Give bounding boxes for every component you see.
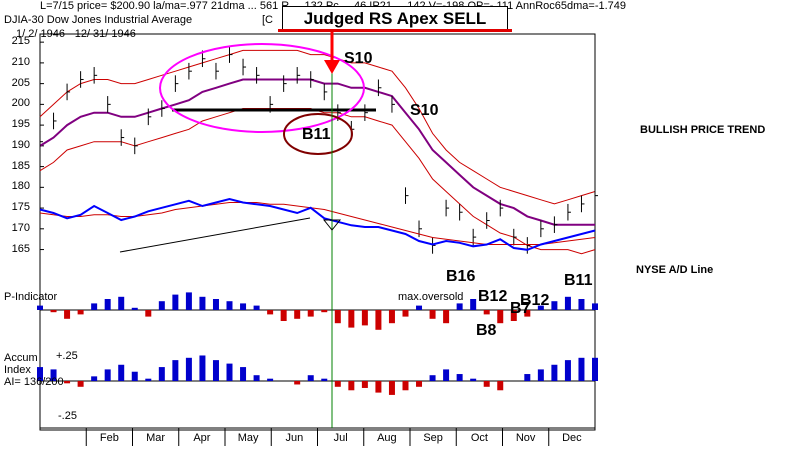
y-tick-label: 185	[11, 159, 30, 172]
accum-top-label: +.25	[56, 350, 78, 362]
b11-ellipse	[283, 113, 353, 155]
month-label: Jun	[285, 432, 304, 444]
month-label: Mar	[146, 432, 166, 444]
signal-b16: B16	[446, 268, 476, 285]
y-tick-label: 180	[11, 180, 30, 193]
p-indicator-label: P-Indicator	[4, 291, 58, 303]
max-oversold-label: max.oversold	[398, 291, 464, 303]
signal-b11-second: B11	[564, 272, 593, 289]
callout-box: Judged RS Apex SELL	[282, 6, 508, 32]
month-label: Dec	[562, 432, 582, 444]
signal-b8: B8	[476, 322, 497, 339]
header-line2: DJIA-30 Dow Jones Industrial Average	[4, 14, 193, 26]
signal-s10-second: S10	[410, 102, 439, 119]
y-tick-label: 200	[11, 97, 30, 110]
accum-bottom-label: -.25	[58, 410, 77, 422]
nyse-ad-label: NYSE A/D Line	[636, 264, 714, 276]
month-label: May	[237, 432, 259, 444]
y-tick-label: 195	[11, 118, 30, 131]
apex-ellipse	[159, 43, 365, 133]
y-tick-label: 170	[11, 221, 30, 234]
accum-label-2: Index	[4, 364, 31, 376]
upper-band-line	[39, 49, 596, 205]
sell-arrow-head	[324, 60, 340, 74]
ad-signal-marker	[322, 219, 342, 231]
y-tick-label: 205	[11, 76, 30, 89]
month-label: Feb	[99, 432, 119, 444]
bullish-trend-label: BULLISH PRICE TREND	[640, 124, 766, 136]
ad-line	[39, 197, 596, 251]
month-label: Apr	[193, 432, 211, 444]
month-label: Sep	[423, 432, 443, 444]
signal-s10-first: S10	[344, 50, 373, 67]
signal-b12-first: B12	[478, 288, 508, 305]
signal-b12-second: B12	[520, 292, 550, 309]
month-label: Oct	[470, 432, 488, 444]
y-tick-label: 175	[11, 201, 30, 214]
ad-trendline	[119, 217, 311, 253]
header-line3: 1/ 2/ 1946 - 12/ 31/ 1946	[16, 28, 136, 40]
ad-ma-line	[39, 202, 596, 245]
y-tick-label: 210	[11, 55, 30, 68]
y-tick-label: 190	[11, 138, 30, 151]
accum-label-1: Accum	[4, 352, 38, 364]
month-label: Jul	[333, 432, 348, 444]
signal-b11-first: B11	[302, 126, 331, 143]
y-tick-label: 215	[11, 35, 30, 48]
callout-underline	[278, 29, 512, 32]
header-fragment: [C	[262, 14, 273, 26]
month-label: Aug	[377, 432, 397, 444]
month-label: Nov	[515, 432, 536, 444]
y-tick-label: 165	[11, 242, 30, 255]
signal-b7: B7	[510, 300, 531, 317]
accum-label-3: AI= 136/200	[4, 376, 64, 388]
moving-average-line	[39, 78, 595, 226]
